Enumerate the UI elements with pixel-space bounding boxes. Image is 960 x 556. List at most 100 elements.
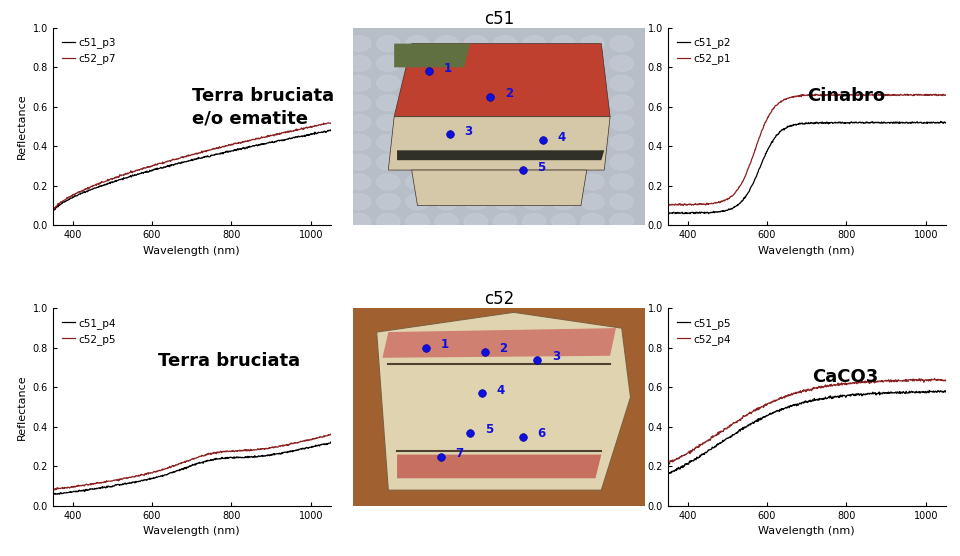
Polygon shape xyxy=(397,150,604,160)
c52_p1 xyxy=(848,91,859,98)
Circle shape xyxy=(376,135,400,150)
Circle shape xyxy=(581,154,604,170)
Circle shape xyxy=(522,36,546,52)
Circle shape xyxy=(611,135,634,150)
Circle shape xyxy=(552,75,575,91)
Circle shape xyxy=(406,115,429,131)
Text: Terra bruciata: Terra bruciata xyxy=(158,352,300,370)
c52_p7 xyxy=(118,171,130,178)
X-axis label: Wavelength (nm): Wavelength (nm) xyxy=(143,527,240,537)
Polygon shape xyxy=(388,117,611,170)
Circle shape xyxy=(581,115,604,131)
Circle shape xyxy=(435,135,458,150)
Circle shape xyxy=(465,194,488,210)
c51_p3 xyxy=(96,182,108,188)
Circle shape xyxy=(376,75,400,91)
c51_p2 xyxy=(935,118,947,125)
Circle shape xyxy=(465,174,488,190)
c51_p2 xyxy=(678,211,689,217)
Circle shape xyxy=(465,115,488,131)
c52_p1 xyxy=(711,200,723,206)
c51_p4 xyxy=(324,439,336,445)
Circle shape xyxy=(348,56,371,71)
Circle shape xyxy=(581,95,604,111)
c51_p2 xyxy=(711,209,723,216)
c51_p3 xyxy=(324,127,336,133)
Circle shape xyxy=(522,95,546,111)
Text: CaCO3: CaCO3 xyxy=(812,368,878,386)
Circle shape xyxy=(552,36,575,52)
c52_p5 xyxy=(211,449,223,455)
c52_p7 xyxy=(211,145,223,152)
Line: c51_p3: c51_p3 xyxy=(53,130,330,211)
X-axis label: Wavelength (nm): Wavelength (nm) xyxy=(758,246,855,256)
c52_p4 xyxy=(733,416,745,423)
Circle shape xyxy=(522,56,546,71)
Text: 7: 7 xyxy=(455,447,464,460)
c51_p2 xyxy=(733,200,745,207)
c51_p5 xyxy=(872,390,883,396)
Circle shape xyxy=(552,214,575,229)
Circle shape xyxy=(348,36,371,52)
Circle shape xyxy=(522,135,546,150)
c52_p7 xyxy=(324,120,336,127)
Circle shape xyxy=(611,75,634,91)
c52_p7 xyxy=(256,135,268,141)
Circle shape xyxy=(552,56,575,71)
Title: c51: c51 xyxy=(484,9,515,28)
c52_p7 xyxy=(323,120,334,126)
Circle shape xyxy=(406,194,429,210)
c52_p4 xyxy=(928,375,940,382)
Circle shape xyxy=(552,115,575,131)
c52_p5 xyxy=(97,479,108,486)
c51_p2 xyxy=(662,209,674,216)
c52_p1 xyxy=(901,91,913,97)
X-axis label: Wavelength (nm): Wavelength (nm) xyxy=(143,246,240,256)
Line: c52_p1: c52_p1 xyxy=(668,94,946,206)
Circle shape xyxy=(552,194,575,210)
Circle shape xyxy=(348,135,371,150)
c52_p4 xyxy=(788,390,800,396)
Circle shape xyxy=(406,56,429,71)
Y-axis label: Reflectance: Reflectance xyxy=(17,94,27,160)
Circle shape xyxy=(552,95,575,111)
Polygon shape xyxy=(395,43,470,67)
Circle shape xyxy=(465,75,488,91)
Circle shape xyxy=(376,214,400,229)
c51_p2 xyxy=(827,120,838,126)
c51_p5 xyxy=(827,394,838,400)
Circle shape xyxy=(493,56,516,71)
Circle shape xyxy=(406,135,429,150)
Circle shape xyxy=(552,135,575,150)
Legend: c51_p3, c52_p7: c51_p3, c52_p7 xyxy=(58,33,121,68)
Circle shape xyxy=(406,75,429,91)
c52_p1 xyxy=(733,183,745,190)
Circle shape xyxy=(465,56,488,71)
c51_p3 xyxy=(118,175,130,182)
Circle shape xyxy=(406,154,429,170)
c51_p5 xyxy=(940,389,951,395)
Circle shape xyxy=(376,174,400,190)
Text: 5: 5 xyxy=(485,423,492,436)
Circle shape xyxy=(435,75,458,91)
c52_p4 xyxy=(662,461,674,468)
Circle shape xyxy=(581,75,604,91)
Circle shape xyxy=(581,214,604,229)
Circle shape xyxy=(435,56,458,71)
Circle shape xyxy=(552,154,575,170)
Line: c51_p5: c51_p5 xyxy=(668,390,946,474)
Circle shape xyxy=(465,135,488,150)
c51_p3 xyxy=(211,151,223,157)
Circle shape xyxy=(522,115,546,131)
Circle shape xyxy=(581,135,604,150)
Polygon shape xyxy=(376,312,631,490)
Circle shape xyxy=(376,194,400,210)
Circle shape xyxy=(348,115,371,131)
c52_p5 xyxy=(233,448,245,454)
Text: Terra bruciata
e/o ematite: Terra bruciata e/o ematite xyxy=(192,87,334,127)
Circle shape xyxy=(465,214,488,229)
Circle shape xyxy=(376,36,400,52)
c52_p5 xyxy=(47,486,59,493)
Legend: c51_p2, c52_p1: c51_p2, c52_p1 xyxy=(673,33,735,68)
Circle shape xyxy=(522,194,546,210)
